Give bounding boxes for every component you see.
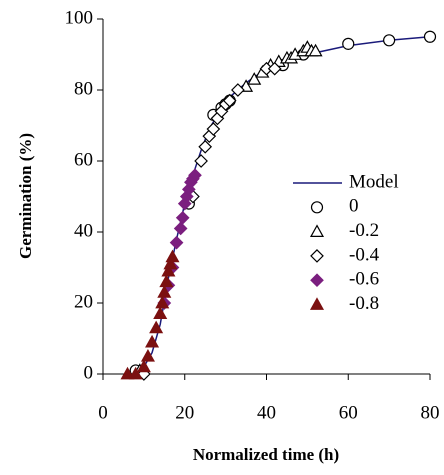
legend-label: 0 [349, 196, 359, 217]
data-point [153, 306, 168, 320]
model-line [127, 36, 431, 375]
data-point [157, 285, 172, 298]
x-tick-label: 0 [98, 402, 108, 423]
legend-marker [310, 273, 324, 288]
data-point [423, 30, 437, 43]
data-point [140, 349, 155, 362]
legend-marker [310, 249, 324, 263]
data-point [145, 334, 160, 348]
x-axis-label: Normalized time (h) [193, 445, 339, 464]
y-tick-label: 20 [74, 291, 93, 312]
data-point [308, 43, 323, 57]
y-tick-label: 80 [74, 78, 93, 99]
x-tick-label: 40 [257, 402, 276, 423]
legend-label: -0.4 [349, 244, 380, 265]
legend-marker [309, 224, 325, 237]
data-point [136, 359, 151, 373]
legend-label: Model [349, 171, 399, 192]
legend-label: -0.8 [349, 293, 379, 314]
y-tick-label: 40 [74, 220, 93, 241]
x-tick-label: 20 [175, 402, 194, 423]
data-point [161, 263, 176, 277]
data-point [194, 154, 208, 168]
legend-label: -0.2 [349, 220, 379, 241]
y-tick-label: 100 [65, 7, 94, 28]
data-point [165, 249, 180, 263]
data-point [206, 122, 221, 136]
legend-marker [309, 297, 325, 310]
data-point [342, 37, 355, 50]
x-tick-label: 60 [339, 402, 358, 423]
data-point [159, 274, 174, 288]
legend-marker [310, 201, 324, 214]
data-point [128, 366, 143, 380]
data-point [155, 295, 170, 309]
x-tick-label: 80 [421, 402, 440, 423]
y-axis-label: Germination (%) [16, 133, 35, 259]
data-point [198, 139, 213, 154]
data-point [163, 256, 178, 270]
data-point [383, 34, 396, 47]
data-point [188, 168, 202, 183]
y-tick-label: 60 [74, 149, 93, 170]
legend-label: -0.6 [349, 269, 379, 290]
data-point [247, 72, 262, 85]
data-point [267, 61, 282, 76]
data-point [231, 83, 245, 97]
data-point [222, 93, 237, 108]
data-point [169, 235, 184, 250]
data-point [149, 320, 164, 334]
data-point [173, 221, 188, 236]
y-tick-label: 0 [84, 362, 94, 383]
data-point [175, 210, 190, 225]
